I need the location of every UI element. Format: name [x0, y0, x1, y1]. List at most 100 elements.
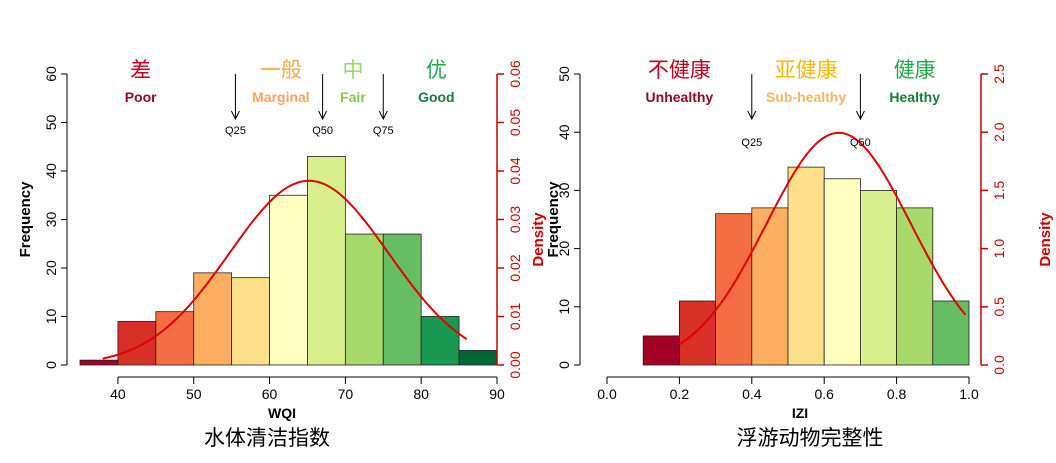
x-tick-label: 50: [186, 386, 202, 402]
y-axis-label: Frequency: [545, 181, 562, 258]
histogram-bar: [787, 166, 825, 366]
category-labels: 不健康 Unhealthy 亚健康 Sub-healthy 健康 Healthy: [646, 58, 941, 105]
chart-title: 浮游动物完整性: [737, 426, 884, 450]
x-tick-label: 40: [110, 386, 126, 402]
x-tick-label: 90: [489, 386, 505, 402]
y-tick-label: 60: [43, 66, 59, 82]
density-tick-label: 2.5: [991, 64, 1007, 84]
histogram-bar: [715, 213, 753, 366]
histogram-bars: [79, 156, 498, 366]
x-tick-label: 60: [262, 386, 278, 402]
category-label-en: Fair: [340, 89, 366, 105]
quantile-arrow-head: [318, 110, 328, 121]
quantile-arrow-head: [747, 110, 757, 121]
density-tick-label: 0.06: [507, 60, 523, 87]
density-tick-label: 0.01: [507, 303, 523, 330]
density-tick-label: 0.04: [507, 157, 523, 184]
y-axis-right: 0.0 0.5 1.0 1.5 2.0 2.5 Density: [980, 64, 1054, 375]
histogram-bar: [896, 207, 934, 366]
y-tick-label: 30: [43, 212, 59, 228]
histogram-bar: [79, 359, 119, 366]
category-label-cn: 一般: [260, 58, 302, 82]
category-label-cn: 亚健康: [775, 58, 838, 82]
chart-panel-wqi: 0102030405060Frequency0.000.010.020.030.…: [17, 58, 547, 450]
category-label-en: Poor: [125, 89, 157, 105]
histogram-bar: [117, 320, 157, 366]
density-axis-label: Density: [1037, 212, 1054, 267]
density-curve: [102, 179, 468, 360]
category-label-en: Healthy: [889, 89, 940, 105]
category-label-en: Good: [418, 89, 455, 105]
histogram-bar: [307, 156, 346, 366]
histogram-bar: [751, 207, 789, 366]
density-tick-label: 0.02: [507, 254, 523, 281]
x-tick-label: 0.8: [887, 386, 907, 402]
density-tick-label: 1.0: [991, 239, 1007, 259]
density-curve: [678, 131, 967, 346]
category-label-en: Unhealthy: [646, 89, 714, 105]
y-axis-left: 0 10 20 30 40 50 Frequency: [545, 66, 581, 369]
x-tick-label: 0.0: [597, 386, 617, 402]
x-tick-label: 1.0: [959, 386, 979, 402]
histogram-bar: [679, 300, 717, 366]
histogram-bar: [860, 189, 898, 366]
quantile-markers: Q25 Q50: [741, 74, 871, 149]
y-axis-right: 0.00 0.01 0.02 0.03 0.04 0.05 0.06 Density: [496, 60, 547, 379]
y-tick-label: 30: [556, 182, 572, 198]
density-tick-label: 2.0: [991, 122, 1007, 142]
category-labels: 差 Poor 一般 Marginal 中 Fair 优 Good: [125, 58, 455, 105]
x-tick-label: 70: [338, 386, 354, 402]
histogram-bar: [193, 272, 233, 366]
density-tick-label: 0.5: [991, 297, 1007, 317]
quantile-arrow-head: [855, 110, 865, 121]
histogram-bar: [269, 194, 308, 366]
quantile-arrow-head: [378, 110, 388, 121]
chart-panel-izi: 0 10 20 30 40 50 Frequency 0.0 0.5 1.0 1.5 2.0 2.5 De…: [545, 58, 1054, 450]
y-tick-label: 10: [43, 309, 59, 325]
histogram-bar: [420, 316, 460, 366]
quantile-label: Q50: [312, 125, 333, 137]
x-tick-label: 0.4: [742, 386, 762, 402]
x-axis-label: IZI: [792, 405, 808, 421]
y-axis-left: 0 10 20 30 40 50 60 Frequency: [17, 66, 68, 369]
histogram-bar: [823, 178, 861, 366]
density-tick-label: 0.03: [507, 206, 523, 233]
quantile-label: Q25: [741, 137, 762, 149]
density-tick-label: 1.5: [991, 180, 1007, 200]
histogram-bars: [642, 166, 970, 366]
x-axis: 40 50 60 70 80 90 WQI: [110, 376, 505, 421]
histogram-bar: [642, 335, 680, 366]
y-tick-label: 50: [43, 115, 59, 131]
density-tick-label: 0.00: [507, 351, 523, 378]
quantile-label: Q75: [373, 125, 394, 137]
y-axis-label: Frequency: [17, 181, 34, 258]
category-label-cn: 差: [130, 58, 151, 82]
y-tick-label: 20: [556, 241, 572, 257]
x-axis: 0.0 0.2 0.4 0.6 0.8 1.0 IZI: [597, 376, 979, 421]
x-axis-label: WQI: [268, 405, 296, 421]
y-tick-label: 50: [556, 66, 572, 82]
quantile-arrow-head: [230, 110, 240, 121]
density-axis-label: Density: [530, 212, 547, 267]
category-label-cn: 健康: [894, 58, 936, 82]
category-label-en: Sub-healthy: [766, 89, 846, 105]
y-tick-label: 10: [556, 299, 572, 315]
y-tick-label: 40: [556, 124, 572, 140]
histogram-bar: [932, 300, 970, 366]
category-label-en: Marginal: [252, 89, 310, 105]
y-tick-label: 0: [43, 361, 59, 369]
category-label-cn: 中: [342, 58, 363, 82]
histogram-bar: [344, 233, 384, 366]
quantile-label: Q25: [225, 125, 246, 137]
chart-title: 水体清洁指数: [204, 426, 330, 450]
x-tick-label: 0.2: [670, 386, 690, 402]
quantile-label: Q50: [850, 137, 871, 149]
y-tick-label: 0: [556, 361, 572, 369]
category-label-cn: 不健康: [648, 58, 711, 82]
histogram-bar: [231, 277, 270, 366]
x-tick-label: 80: [413, 386, 429, 402]
y-tick-label: 40: [43, 163, 59, 179]
density-tick-label: 0.05: [507, 109, 523, 136]
y-tick-label: 20: [43, 260, 59, 276]
